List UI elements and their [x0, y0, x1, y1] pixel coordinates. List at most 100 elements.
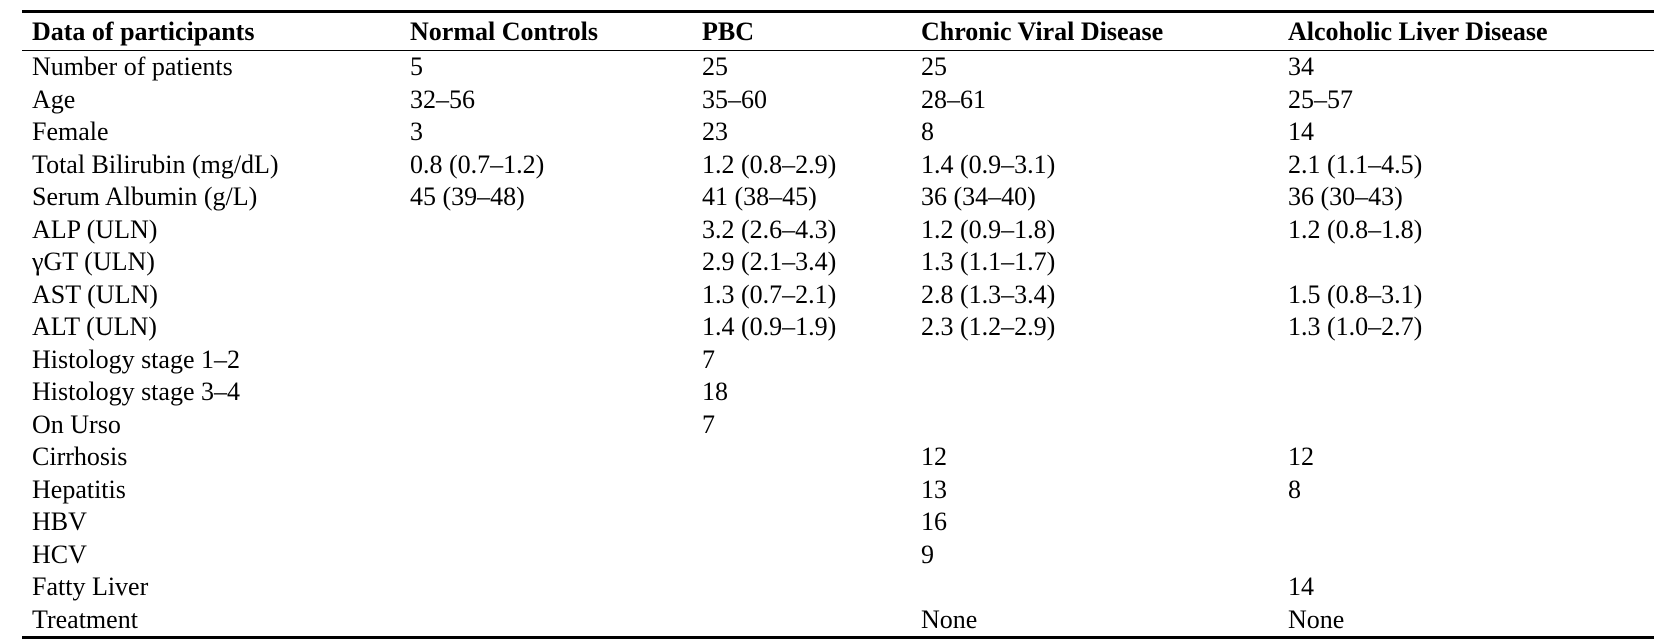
- table-cell: [400, 571, 692, 604]
- row-label-cell: Treatment: [32, 604, 138, 634]
- table-cell: 7: [702, 409, 715, 439]
- table-cell: 45 (39–48): [410, 182, 525, 211]
- table-cell: 12: [1288, 442, 1314, 471]
- table-cell: [911, 571, 1278, 604]
- header-row: Data of participants Normal Controls PBC…: [22, 11, 1654, 51]
- table-cell: 3: [410, 117, 423, 146]
- table-row: Female 3 23 8 14: [22, 116, 1654, 149]
- column-header-normal-controls: Normal Controls: [410, 17, 599, 46]
- row-label-cell: Age: [32, 84, 76, 114]
- row-label-cell: ALT (ULN): [32, 312, 157, 341]
- table-cell: 8: [921, 117, 934, 146]
- column-header-chronic-viral-disease: Chronic Viral Disease: [921, 17, 1164, 46]
- table-cell: [692, 441, 911, 474]
- row-label-cell: Number of patients: [32, 52, 233, 81]
- table-header: Data of participants Normal Controls PBC…: [22, 11, 1654, 51]
- table-cell: 1.2 (0.9–1.8): [921, 214, 1056, 244]
- column-header-data-of-participants: Data of participants: [32, 17, 255, 46]
- table-body: Number of patients 5 25 25 34 Age 32–56 35–60 28…: [22, 51, 1654, 638]
- table-row: AST (ULN) 1.3 (0.7–2.1) 2.8 (1.3–3.4) 1.5 (…: [22, 279, 1654, 312]
- table-cell: 25–57: [1288, 84, 1353, 114]
- table-cell: [692, 474, 911, 507]
- row-label-cell: ALP (ULN): [32, 214, 158, 244]
- table-row: Serum Albumin (g/L) 45 (39–48) 41 (38–45) 3…: [22, 181, 1654, 214]
- table-cell: [1278, 506, 1654, 539]
- table-cell: [692, 604, 911, 638]
- row-label-cell: Histology stage 3–4: [32, 377, 240, 406]
- row-label-cell: Histology stage 1–2: [32, 344, 240, 374]
- table-cell: [400, 506, 692, 539]
- table-row: ALT (ULN) 1.4 (0.9–1.9) 2.3 (1.2–2.9) 1.3 (…: [22, 311, 1654, 344]
- table-cell: 2.8 (1.3–3.4): [921, 279, 1056, 309]
- row-label-cell: AST (ULN): [32, 279, 158, 309]
- table-cell: [400, 474, 692, 507]
- table-cell: 1.2 (0.8–2.9): [702, 149, 837, 179]
- table-row: Hepatitis 13 8: [22, 474, 1654, 507]
- row-label-cell: Serum Albumin (g/L): [32, 182, 258, 211]
- table-row: ALP (ULN) 3.2 (2.6–4.3) 1.2 (0.9–1.8) 1.2 (…: [22, 214, 1654, 247]
- table-cell: 1.4 (0.9–1.9): [702, 312, 837, 341]
- table-cell: [1278, 409, 1654, 442]
- table-cell: 14: [1288, 572, 1314, 601]
- column-header-pbc: PBC: [702, 17, 754, 46]
- table-cell: 14: [1288, 117, 1314, 146]
- table-cell: 0.8 (0.7–1.2): [410, 149, 545, 179]
- table-cell: 1.5 (0.8–3.1): [1288, 279, 1423, 309]
- table-cell: [400, 409, 692, 442]
- participants-table-container: Data of participants Normal Controls PBC…: [22, 10, 1654, 639]
- row-label-cell: Hepatitis: [32, 474, 126, 504]
- table-cell: 1.2 (0.8–1.8): [1288, 214, 1423, 244]
- table-cell: [1278, 376, 1654, 409]
- table-cell: 7: [702, 344, 715, 374]
- table-cell: 8: [1288, 474, 1301, 504]
- table-cell: 36 (30–43): [1288, 182, 1403, 211]
- table-cell: [400, 376, 692, 409]
- table-cell: 25: [921, 52, 947, 81]
- table-cell: [911, 376, 1278, 409]
- table-cell: [400, 214, 692, 247]
- table-cell: 16: [921, 507, 947, 536]
- table-cell: 2.3 (1.2–2.9): [921, 312, 1056, 341]
- table-cell: 5: [410, 52, 423, 81]
- table-row: HCV 9: [22, 539, 1654, 572]
- table-cell: [692, 571, 911, 604]
- table-cell: 25: [702, 52, 728, 81]
- table-row: On Urso 7: [22, 409, 1654, 442]
- table-row: Total Bilirubin (mg/dL) 0.8 (0.7–1.2) 1.2 …: [22, 149, 1654, 182]
- table-cell: 3.2 (2.6–4.3): [702, 214, 837, 244]
- table-cell: 28–61: [921, 84, 986, 114]
- table-cell: 36 (34–40): [921, 182, 1036, 211]
- row-label-cell: Total Bilirubin (mg/dL): [32, 149, 279, 179]
- table-cell: [1278, 539, 1654, 572]
- participants-table: Data of participants Normal Controls PBC…: [22, 10, 1654, 639]
- table-cell: [400, 279, 692, 312]
- table-cell: [692, 506, 911, 539]
- table-row: Fatty Liver 14: [22, 571, 1654, 604]
- table-cell: [400, 604, 692, 638]
- table-cell: 2.1 (1.1–4.5): [1288, 149, 1423, 179]
- table-row: HBV 16: [22, 506, 1654, 539]
- row-label-cell: HCV: [32, 539, 87, 569]
- table-cell: [1278, 246, 1654, 279]
- table-cell: 12: [921, 442, 947, 471]
- table-cell: [692, 539, 911, 572]
- table-row: Cirrhosis 12 12: [22, 441, 1654, 474]
- table-cell: [400, 441, 692, 474]
- table-cell: 2.9 (2.1–3.4): [702, 247, 837, 276]
- table-row: Histology stage 1–2 7: [22, 344, 1654, 377]
- table-cell: 32–56: [410, 84, 475, 114]
- table-cell: 1.3 (0.7–2.1): [702, 279, 837, 309]
- table-cell: 9: [921, 539, 934, 569]
- table-cell: 18: [702, 377, 728, 406]
- table-cell: [911, 344, 1278, 377]
- table-cell: 13: [921, 474, 947, 504]
- column-header-alcoholic-liver-disease: Alcoholic Liver Disease: [1288, 17, 1548, 46]
- table-cell: 41 (38–45): [702, 182, 817, 211]
- table-cell: 1.3 (1.1–1.7): [921, 247, 1056, 276]
- table-cell: [400, 311, 692, 344]
- table-row: γGT (ULN) 2.9 (2.1–3.4) 1.3 (1.1–1.7): [22, 246, 1654, 279]
- table-cell: [911, 409, 1278, 442]
- table-cell: [400, 246, 692, 279]
- table-cell: None: [921, 604, 978, 634]
- row-label-cell: γGT (ULN): [32, 247, 155, 276]
